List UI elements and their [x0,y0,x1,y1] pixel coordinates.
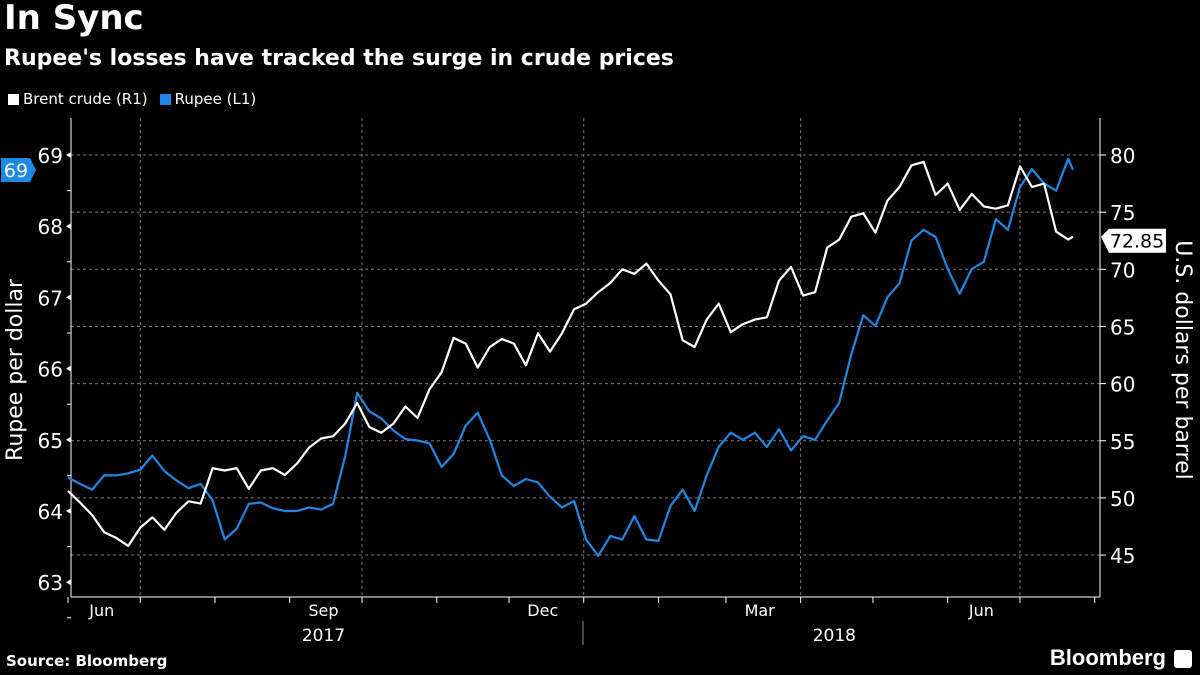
source-note: Source: Bloomberg [6,652,168,670]
right-tick-label: 65 [1110,315,1135,339]
value-badges: 69 72.85 [1,157,1166,253]
x-month-label: Jun [88,601,114,620]
brent-last-value-label: 72.85 [1110,231,1164,253]
left-tick-label: 69 [38,144,63,168]
left-tick-label: 65 [38,429,63,453]
left-tick [66,579,71,586]
right-tick-label: 50 [1110,487,1135,511]
series-lines [67,157,1075,557]
bloomberg-terminal-icon [1174,650,1192,668]
grid [71,118,1100,597]
right-tick-label: 60 [1110,373,1135,397]
legend-label-rupee: Rupee (L1) [174,90,257,108]
x-month-label: Jun [968,601,994,620]
x-year-label: 2017 [302,626,345,646]
x-year-label: 2018 [813,626,856,646]
left-tick [66,223,71,230]
rupee-last-value-label: 69 [4,160,28,182]
x-month-label: Mar [745,601,776,620]
rupee-line [67,157,1075,557]
axes: 45 50 55 60 65 70 75 80 63 64 65 66 67 68 69 Jun Sep Dec M… [38,118,1135,646]
left-tick [66,508,71,514]
brent-line [67,160,1074,547]
right-tick-label: 45 [1110,544,1135,568]
x-month-label: Sep [308,601,338,620]
right-axis-title: U.S. dollars per barrel [1170,240,1195,480]
left-tick [66,152,71,158]
x-month-label: Dec [527,601,558,620]
right-tick-label: 70 [1110,258,1135,282]
rupee-last-value-badge [1,157,36,182]
left-tick-label: 68 [38,215,63,239]
right-tick-label: 80 [1110,144,1135,168]
legend-item-brent: Brent crude (R1) [8,90,148,108]
legend: Brent crude (R1) Rupee (L1) [8,90,256,108]
bloomberg-logo: Bloomberg [1049,645,1166,670]
left-tick-label: 66 [38,358,63,382]
left-tick-label: 64 [38,500,63,524]
left-tick [66,436,71,443]
legend-item-rupee: Rupee (L1) [159,90,257,108]
legend-swatch-rupee [159,93,171,105]
chart-subtitle: Rupee's losses have tracked the surge in… [4,46,674,71]
brent-last-value-badge [1101,228,1166,253]
left-tick-label: 63 [38,571,63,595]
right-tick-label: 55 [1110,430,1135,454]
chart-title: In Sync [4,0,144,38]
legend-label-brent: Brent crude (R1) [23,90,148,108]
legend-swatch-brent [8,93,19,105]
right-tick-label: 75 [1110,201,1135,225]
left-tick-label: 67 [38,286,63,310]
left-tick [66,365,71,372]
left-axis-title: Rupee per dollar [3,278,28,461]
left-tick [66,294,71,301]
